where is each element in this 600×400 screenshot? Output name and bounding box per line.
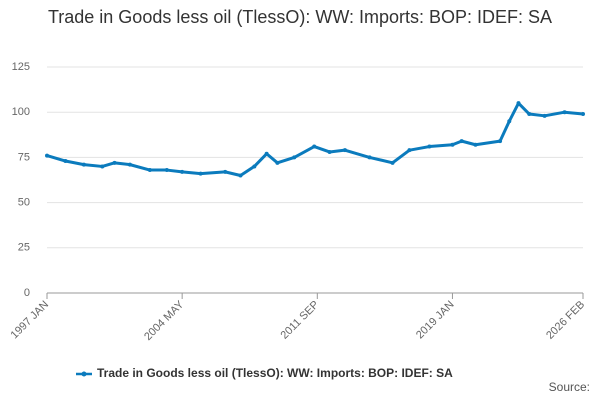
legend-label: Trade in Goods less oil (TlessO): WW: Im… <box>97 366 453 380</box>
y-tick-label: 125 <box>12 61 30 73</box>
data-point <box>63 159 68 164</box>
y-tick-label: 25 <box>18 242 30 254</box>
data-point <box>238 173 243 178</box>
y-tick-label: 100 <box>12 106 30 118</box>
data-point <box>427 144 432 149</box>
x-tick-label: 1997 JAN <box>9 299 52 342</box>
data-point <box>342 148 347 153</box>
data-point <box>275 160 280 165</box>
data-point <box>473 142 478 147</box>
data-point <box>164 168 169 173</box>
x-tick-label: 2004 MAY <box>142 298 187 343</box>
data-point <box>516 101 521 106</box>
data-point <box>100 164 105 169</box>
data-point <box>498 139 503 144</box>
data-point <box>581 112 585 117</box>
x-tick-label: 2026 FEB <box>544 299 587 342</box>
data-point <box>312 144 317 149</box>
y-tick-label: 50 <box>18 197 30 209</box>
data-point <box>562 110 567 115</box>
data-point <box>147 168 152 173</box>
source: Source: <box>548 380 590 394</box>
data-point <box>127 162 132 167</box>
data-point <box>223 169 228 174</box>
x-tick-label: 2019 JAN <box>414 299 457 342</box>
y-tick-label: 75 <box>18 151 30 163</box>
data-point <box>112 160 117 165</box>
data-point <box>407 148 412 153</box>
data-point <box>542 113 547 118</box>
data-point <box>81 162 86 167</box>
data-point <box>252 164 257 169</box>
data-point <box>327 149 332 154</box>
data-point <box>390 160 395 165</box>
data-line <box>46 101 584 177</box>
y-tick-label: 0 <box>24 287 30 299</box>
data-point <box>198 171 203 176</box>
data-point <box>450 142 455 147</box>
data-point <box>180 169 185 174</box>
data-point <box>292 155 297 160</box>
data-point <box>459 139 464 144</box>
data-point <box>367 155 372 160</box>
data-point <box>45 153 49 158</box>
data-point <box>507 119 512 124</box>
chart-title: Trade in Goods less oil (TlessO): WW: Im… <box>47 7 553 27</box>
data-point <box>264 151 269 156</box>
data-point <box>527 112 532 117</box>
x-tick-label: 2011 SEP <box>279 299 322 342</box>
legend-marker <box>81 371 87 377</box>
